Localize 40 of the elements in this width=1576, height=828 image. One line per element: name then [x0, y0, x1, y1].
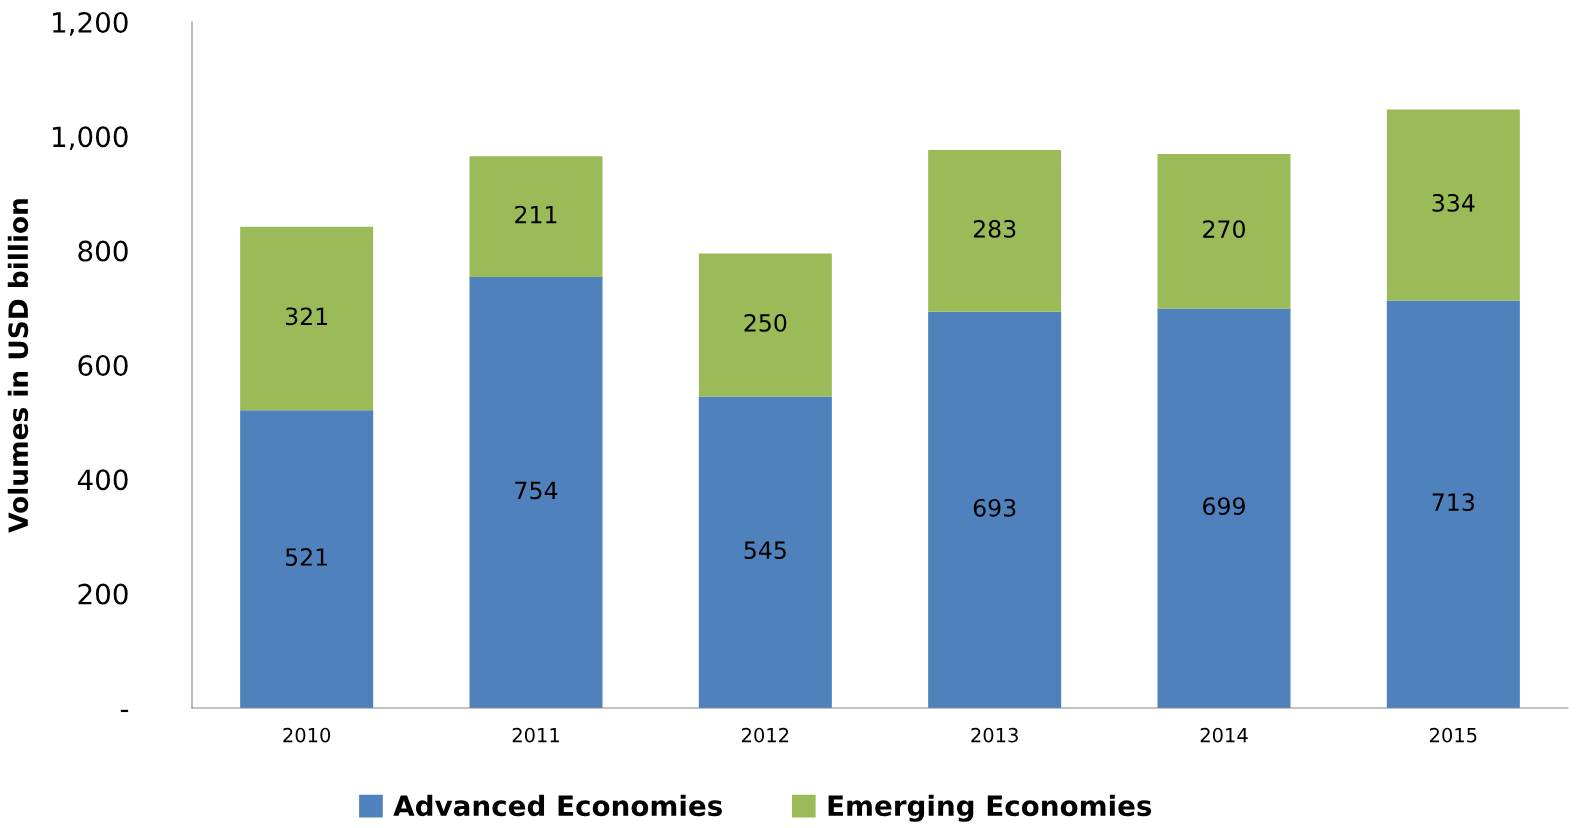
data-label: 699: [1203, 497, 1245, 516]
bar: [1157, 308, 1291, 708]
bar: [240, 410, 374, 708]
legend-label: Emerging Economies: [828, 794, 1152, 822]
bar: [698, 396, 832, 708]
data-label: 283: [973, 219, 1016, 238]
data-label: 211: [515, 205, 557, 224]
data-label: 545: [744, 541, 786, 560]
x-tick-label: 2014: [1200, 727, 1248, 743]
legend-label: Advanced Economies: [393, 794, 722, 817]
x-tick-label: 2015: [1430, 727, 1477, 743]
bar: [1386, 300, 1520, 708]
y-tick-label: 600: [78, 354, 128, 376]
bar: [240, 226, 374, 411]
bar: [1386, 109, 1520, 301]
data-label: 270: [1203, 220, 1245, 239]
x-tick-label: 2013: [971, 727, 1018, 743]
data-label: 693: [973, 498, 1016, 517]
x-tick-label: 2011: [512, 727, 559, 743]
y-tick-label: 200: [78, 583, 128, 605]
data-label: 250: [744, 313, 787, 332]
y-tick-label: 1,200: [53, 11, 128, 36]
data-label: 713: [1432, 493, 1474, 512]
bar: [1157, 154, 1291, 309]
data-label: 754: [515, 481, 558, 500]
data-label: 521: [285, 548, 328, 566]
y-axis-title: Volumes in USD billion: [7, 199, 29, 533]
y-tick-label: 400: [77, 469, 128, 491]
y-tick-label: 800: [78, 240, 128, 262]
x-tick-label: 2010: [283, 727, 331, 743]
y-tick-label: -: [120, 709, 129, 713]
bar: [698, 253, 832, 397]
bar: [928, 150, 1062, 312]
data-label: 334: [1432, 193, 1475, 212]
data-label: 321: [285, 307, 328, 326]
bar: [928, 311, 1062, 708]
bar: [469, 276, 603, 708]
x-tick-label: 2012: [742, 727, 789, 743]
bar: [469, 156, 603, 277]
y-tick-label: 1,000: [53, 126, 128, 151]
